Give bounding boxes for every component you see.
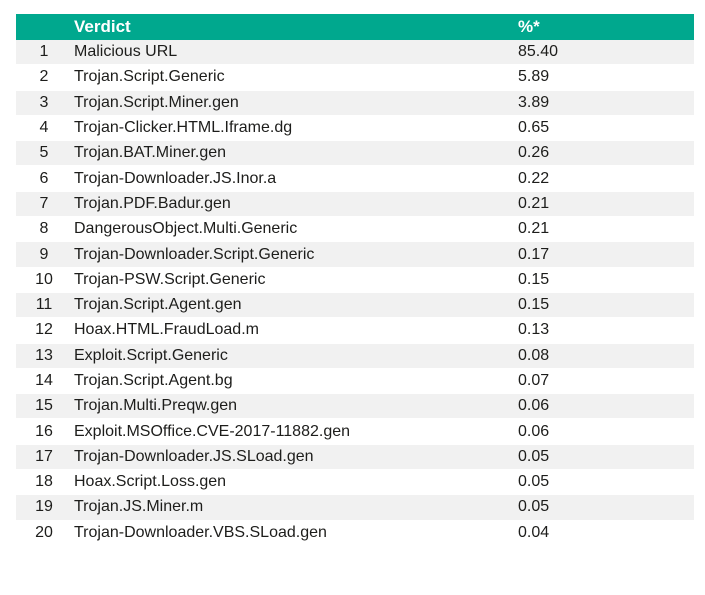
verdict-name: Trojan-Downloader.JS.SLoad.gen xyxy=(74,447,314,465)
table-row: 11 Trojan.Script.Agent.gen 0.15 xyxy=(16,292,694,319)
verdict-name: Trojan-Clicker.HTML.Iframe.dg xyxy=(74,119,293,137)
verdict-percent: 0.65 xyxy=(518,119,550,137)
table-body: 1 Malicious URL 85.40 2 Trojan.Script.Generi… xyxy=(16,40,694,546)
table-row: 9 Trojan-Downloader.Script.Generic 0.17 xyxy=(16,242,694,268)
table-row: 12 Hoax.HTML.FraudLoad.m 0.13 xyxy=(16,318,694,344)
row-number: 3 xyxy=(39,93,49,111)
verdict-name: Malicious URL xyxy=(74,43,178,61)
row-number: 11 xyxy=(35,296,53,314)
verdict-name: Exploit.MSOffice.CVE-2017-11882.gen xyxy=(74,422,351,440)
row-number: 17 xyxy=(35,447,53,465)
verdict-percent: 3.89 xyxy=(518,93,550,111)
verdict-percent: 0.21 xyxy=(518,194,550,212)
table-row: 10 Trojan-PSW.Script.Generic 0.15 xyxy=(16,267,694,293)
row-number: 19 xyxy=(35,498,53,516)
table-header: Verdict %* xyxy=(16,14,694,40)
verdict-percent: 0.05 xyxy=(518,498,550,516)
verdict-percent: 5.89 xyxy=(518,68,550,86)
table-row: 17 Trojan-Downloader.JS.SLoad.gen 0.05 xyxy=(16,444,694,471)
verdict-percent: 0.05 xyxy=(518,447,550,465)
row-number: 16 xyxy=(35,422,53,440)
verdict-percent: 0.17 xyxy=(518,245,550,263)
table-row: 8 DangerousObject.Multi.Generic 0.21 xyxy=(16,217,694,243)
table-row: 4 Trojan-Clicker.HTML.Iframe.dg 0.65 xyxy=(16,115,694,142)
row-number: 5 xyxy=(39,144,49,162)
verdict-percent: 0.05 xyxy=(518,473,550,491)
row-number: 1 xyxy=(39,43,49,61)
verdict-name: Trojan.Script.Miner.gen xyxy=(74,93,239,111)
verdict-table: Verdict %* 1 Malicious URL 85.40 2 Trojan.Sc… xyxy=(16,14,694,546)
table-row: 16 Exploit.MSOffice.CVE-2017-11882.gen 0.0… xyxy=(16,419,694,445)
row-number: 15 xyxy=(35,397,53,415)
verdict-percent: 0.15 xyxy=(518,270,550,288)
verdict-percent: 0.22 xyxy=(518,169,550,187)
verdict-name: Trojan.JS.Miner.m xyxy=(74,498,204,516)
header-verdict: Verdict xyxy=(74,17,131,36)
verdict-percent: 0.08 xyxy=(518,346,550,364)
table-row: 20 Trojan-Downloader.VBS.SLoad.gen 0.04 xyxy=(16,520,694,546)
table-row: 5 Trojan.BAT.Miner.gen 0.26 xyxy=(16,141,694,167)
table-row: 13 Exploit.Script.Generic 0.08 xyxy=(16,343,694,369)
verdict-name: Trojan.Script.Agent.gen xyxy=(74,296,242,314)
verdict-name: Hoax.HTML.FraudLoad.m xyxy=(74,321,259,339)
table-row: 2 Trojan.Script.Generic 5.89 xyxy=(16,65,694,91)
header-percent: %* xyxy=(518,17,540,36)
verdict-name: Trojan-Downloader.Script.Generic xyxy=(74,245,315,263)
table-row: 3 Trojan.Script.Miner.gen 3.89 xyxy=(16,90,694,116)
row-number: 18 xyxy=(35,473,53,491)
verdict-percent: 0.13 xyxy=(518,321,550,339)
verdict-name: Trojan-Downloader.JS.Inor.a xyxy=(74,169,277,187)
table-row: 15 Trojan.Multi.Preqw.gen 0.06 xyxy=(16,394,694,420)
row-number: 12 xyxy=(35,321,53,339)
row-number: 13 xyxy=(35,346,53,364)
row-number: 10 xyxy=(35,270,53,288)
row-number: 2 xyxy=(39,68,49,86)
verdict-name: Hoax.Script.Loss.gen xyxy=(74,473,227,491)
verdict-percent: 0.06 xyxy=(518,397,550,415)
verdict-name: Trojan.Script.Generic xyxy=(74,68,225,86)
table-row: 14 Trojan.Script.Agent.bg 0.07 xyxy=(16,368,694,395)
verdict-percent: 0.06 xyxy=(518,422,550,440)
row-number: 9 xyxy=(39,245,49,263)
verdict-percent: 0.15 xyxy=(518,296,550,314)
row-number: 20 xyxy=(35,523,53,541)
table-row: 7 Trojan.PDF.Badur.gen 0.21 xyxy=(16,191,694,218)
verdict-name: DangerousObject.Multi.Generic xyxy=(74,220,298,238)
verdict-name: Trojan.PDF.Badur.gen xyxy=(74,194,231,212)
verdict-percent: 0.04 xyxy=(518,523,550,541)
verdict-percent: 0.26 xyxy=(518,144,550,162)
row-number: 14 xyxy=(35,372,53,389)
verdict-name: Trojan.BAT.Miner.gen xyxy=(74,144,227,162)
verdict-name: Exploit.Script.Generic xyxy=(74,346,228,364)
row-number: 8 xyxy=(39,220,49,238)
verdict-name: Trojan-Downloader.VBS.SLoad.gen xyxy=(74,523,327,541)
verdict-name: Trojan.Multi.Preqw.gen xyxy=(74,397,238,415)
table-row: 18 Hoax.Script.Loss.gen 0.05 xyxy=(16,470,694,496)
row-number: 4 xyxy=(39,119,49,137)
verdict-name: Trojan.Script.Agent.bg xyxy=(74,372,233,389)
table-row: 1 Malicious URL 85.40 xyxy=(16,40,694,66)
table-row: 6 Trojan-Downloader.JS.Inor.a 0.22 xyxy=(16,166,694,192)
verdict-name: Trojan-PSW.Script.Generic xyxy=(74,270,266,288)
verdict-percent: 0.21 xyxy=(518,220,550,238)
verdict-percent: 0.07 xyxy=(518,372,550,389)
table-row: 19 Trojan.JS.Miner.m 0.05 xyxy=(16,495,694,521)
row-number: 7 xyxy=(39,194,49,212)
row-number: 6 xyxy=(39,169,49,187)
verdict-percent: 85.40 xyxy=(518,43,559,61)
